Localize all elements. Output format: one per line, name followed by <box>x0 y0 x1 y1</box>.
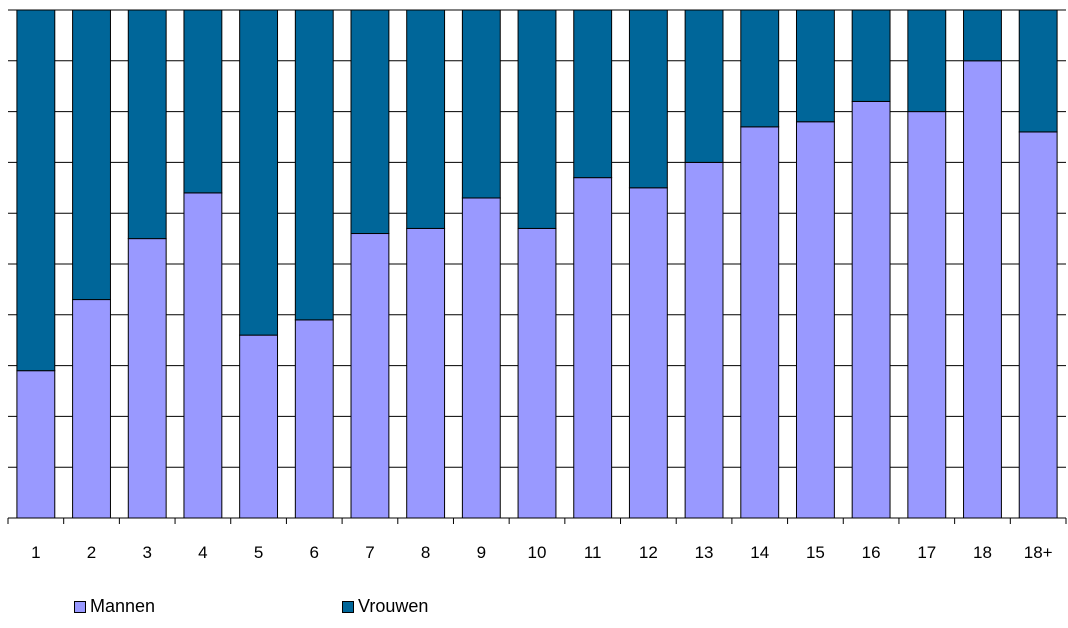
bar-vrouwen-8 <box>406 9 446 229</box>
bar-mannen-11 <box>573 177 613 519</box>
bar-vrouwen-2 <box>72 9 111 301</box>
x-tick-label-9: 9 <box>477 543 486 562</box>
bar-mannen-16 <box>851 100 891 519</box>
legend-label-mannen: Mannen <box>90 596 156 616</box>
x-tick-label-5: 5 <box>254 543 263 562</box>
x-tick-label-18: 18 <box>973 543 992 562</box>
bar-vrouwen-11 <box>573 9 613 179</box>
bar-mannen-5 <box>239 334 279 519</box>
x-tick-label-3: 3 <box>142 543 151 562</box>
x-tick-label-16: 16 <box>862 543 881 562</box>
x-tick-label-12: 12 <box>639 543 658 562</box>
x-tick-label-15: 15 <box>806 543 825 562</box>
bar-mannen-7 <box>350 233 390 519</box>
bar-mannen-10 <box>517 227 557 519</box>
bar-mannen-14 <box>740 126 780 519</box>
x-tick-label-14: 14 <box>750 543 769 562</box>
x-tick-label-6: 6 <box>310 543 319 562</box>
x-tick-label-8: 8 <box>421 543 430 562</box>
bars <box>16 9 1058 519</box>
x-tick-label-18+: 18+ <box>1024 543 1053 562</box>
bar-mannen-18+ <box>1018 131 1058 519</box>
bar-mannen-13 <box>684 161 724 519</box>
x-tick-label-1: 1 <box>31 543 40 562</box>
bar-mannen-17 <box>907 111 947 519</box>
bar-mannen-4 <box>183 192 223 519</box>
bar-vrouwen-18+ <box>1018 9 1058 133</box>
bar-vrouwen-10 <box>517 9 557 229</box>
x-tick-label-2: 2 <box>87 543 96 562</box>
bar-mannen-8 <box>406 227 446 519</box>
bar-vrouwen-3 <box>127 9 167 240</box>
bar-vrouwen-12 <box>628 9 668 189</box>
bar-vrouwen-7 <box>350 9 390 235</box>
bar-mannen-6 <box>294 319 334 519</box>
bar-vrouwen-15 <box>795 9 835 123</box>
legend-swatch-mannen <box>74 600 86 613</box>
x-tick-label-13: 13 <box>695 543 714 562</box>
bar-vrouwen-16 <box>851 9 891 102</box>
x-axis <box>7 517 1067 524</box>
stacked-bar-chart: 1 2 3 4 5 6 7 8 9 10 11 12 13 14 15 16 17 18 18+ <box>7 9 1067 562</box>
bar-vrouwen-17 <box>907 9 947 113</box>
x-tick-label-7: 7 <box>365 543 374 562</box>
x-tick-label-10: 10 <box>528 543 547 562</box>
bar-vrouwen-4 <box>183 9 223 194</box>
x-tick-label-11: 11 <box>584 543 602 562</box>
bar-mannen-18 <box>963 60 1002 519</box>
bar-vrouwen-6 <box>294 9 334 321</box>
bar-vrouwen-5 <box>239 9 279 336</box>
bar-vrouwen-9 <box>461 9 501 199</box>
legend: Mannen Vrouwen <box>0 596 1068 624</box>
bar-vrouwen-1 <box>16 9 56 372</box>
x-tick-label-4: 4 <box>198 543 207 562</box>
bar-mannen-9 <box>461 197 501 519</box>
legend-item-mannen: Mannen <box>74 596 155 617</box>
bar-vrouwen-18 <box>963 9 1002 62</box>
bar-mannen-1 <box>16 370 56 519</box>
bar-mannen-2 <box>72 299 111 519</box>
bar-mannen-15 <box>795 121 835 519</box>
bar-mannen-3 <box>127 238 167 519</box>
legend-item-vrouwen: Vrouwen <box>342 596 428 617</box>
legend-label-vrouwen: Vrouwen <box>358 596 429 616</box>
x-tick-label-17: 17 <box>917 543 936 562</box>
bar-vrouwen-13 <box>684 9 724 163</box>
legend-swatch-vrouwen <box>342 600 354 613</box>
bar-mannen-12 <box>628 187 668 519</box>
bar-vrouwen-14 <box>740 9 780 128</box>
x-tick-labels: 1 2 3 4 5 6 7 8 9 10 11 12 13 14 15 16 17 18 18+ <box>31 543 1053 562</box>
